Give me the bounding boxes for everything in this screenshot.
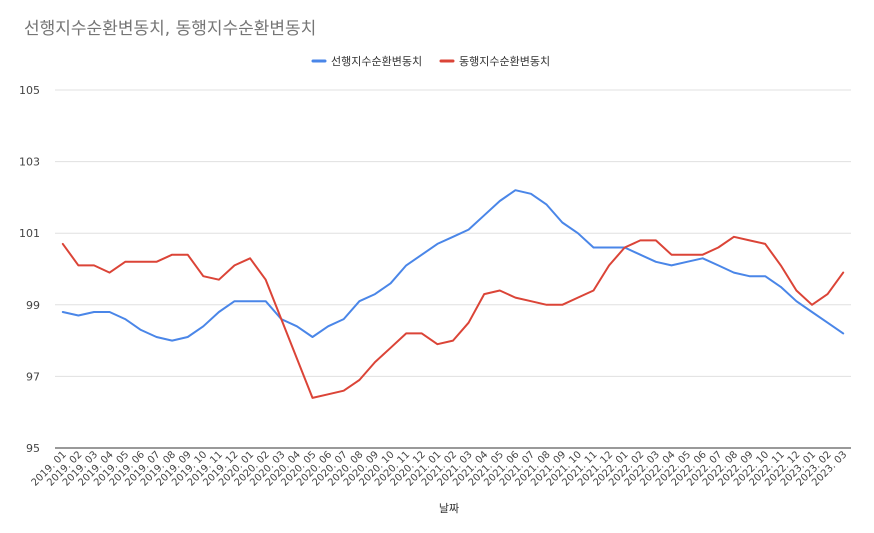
y-tick-label: 103 xyxy=(19,156,40,169)
series-lines xyxy=(61,189,845,399)
x-axis-title: 날짜 xyxy=(439,502,459,515)
gridlines xyxy=(55,89,851,449)
y-tick-label: 97 xyxy=(26,370,40,383)
y-tick-label: 105 xyxy=(19,84,40,97)
series-line-1 xyxy=(61,189,845,342)
legend-label: 선행지수순환변동치 xyxy=(331,55,422,68)
series-line-2 xyxy=(61,235,845,399)
y-tick-label: 95 xyxy=(26,442,40,455)
y-axis-ticks: 95 97 99 101 103 105 xyxy=(19,84,40,455)
y-tick-label: 101 xyxy=(19,227,40,240)
chart-title: 선행지수순환변동치, 동행지수순환변동치 xyxy=(24,19,317,39)
legend: 선행지수순환변동치 동행지수순환변동치 xyxy=(311,55,550,68)
y-tick-label: 99 xyxy=(26,299,40,312)
legend-label: 동행지수순환변동치 xyxy=(459,55,550,68)
